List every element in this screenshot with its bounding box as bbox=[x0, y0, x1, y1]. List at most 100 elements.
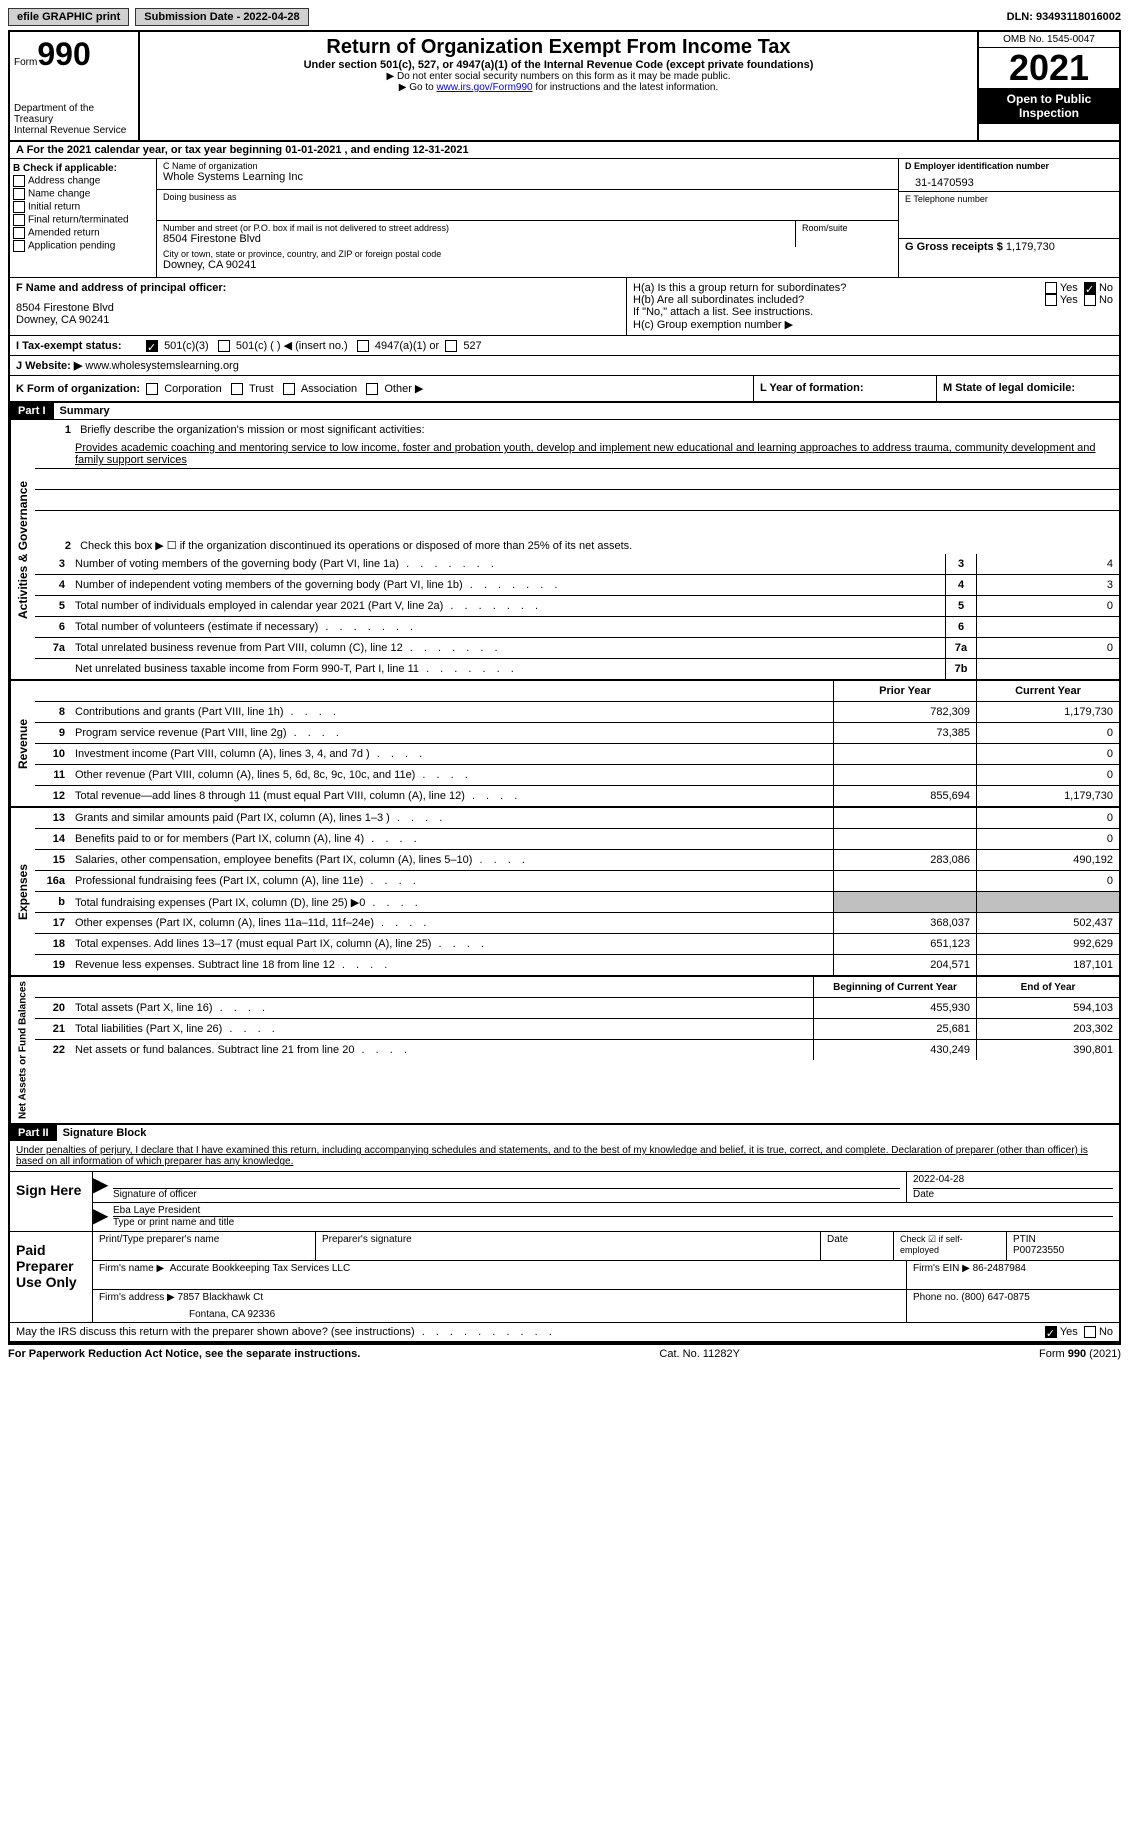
label-dba: Doing business as bbox=[163, 192, 892, 202]
money-line: 15Salaries, other compensation, employee… bbox=[35, 850, 1119, 871]
sig-date-label: Date bbox=[913, 1189, 934, 1200]
summary-line: Net unrelated business taxable income fr… bbox=[35, 659, 1119, 679]
chk-corp[interactable] bbox=[146, 383, 158, 395]
mission-text: Provides academic coaching and mentoring… bbox=[35, 440, 1119, 469]
i-label: I Tax-exempt status: bbox=[16, 340, 146, 352]
discuss-yes[interactable]: ✓ bbox=[1045, 1326, 1057, 1338]
chk-501c[interactable] bbox=[218, 340, 230, 352]
part1-header: Part I Summary bbox=[8, 403, 1121, 420]
chk-527[interactable] bbox=[445, 340, 457, 352]
block-i: I Tax-exempt status: ✓ 501(c)(3) 501(c) … bbox=[8, 336, 1121, 356]
firm-ein: 86-2487984 bbox=[973, 1263, 1026, 1274]
tab-expenses: Expenses bbox=[10, 808, 35, 975]
label-ein: D Employer identification number bbox=[905, 161, 1113, 171]
officer-type-label: Type or print name and title bbox=[113, 1217, 234, 1228]
beg-hdr: Beginning of Current Year bbox=[813, 977, 976, 997]
form-subtitle: Under section 501(c), 527, or 4947(a)(1)… bbox=[150, 59, 967, 71]
prep-sig-label: Preparer's signature bbox=[322, 1234, 412, 1245]
chk-other[interactable] bbox=[366, 383, 378, 395]
block-bcd: B Check if applicable: Address change Na… bbox=[8, 159, 1121, 278]
chk-address[interactable]: Address change bbox=[13, 175, 153, 187]
tax-year: 2021 bbox=[979, 48, 1119, 88]
efile-btn[interactable]: efile GRAPHIC print bbox=[8, 8, 129, 26]
prior-year-hdr: Prior Year bbox=[833, 681, 976, 701]
money-line: 17Other expenses (Part IX, column (A), l… bbox=[35, 913, 1119, 934]
phone-value: (800) 647-0875 bbox=[961, 1292, 1029, 1303]
prep-date-label: Date bbox=[827, 1234, 848, 1245]
block-fh: F Name and address of principal officer:… bbox=[8, 278, 1121, 336]
hb-yes[interactable] bbox=[1045, 294, 1057, 306]
j-label: J Website: ▶ bbox=[16, 359, 82, 372]
ha-no[interactable]: ✓ bbox=[1084, 282, 1096, 294]
paid-prep-label: Paid Preparer Use Only bbox=[10, 1232, 93, 1322]
ein: 31-1470593 bbox=[905, 171, 1113, 189]
hb-no[interactable] bbox=[1084, 294, 1096, 306]
label-f: F Name and address of principal officer: bbox=[16, 282, 620, 294]
money-line: 10Investment income (Part VIII, column (… bbox=[35, 744, 1119, 765]
money-line: 11Other revenue (Part VIII, column (A), … bbox=[35, 765, 1119, 786]
firm-name-label: Firm's name ▶ bbox=[99, 1263, 164, 1274]
chk-4947[interactable] bbox=[357, 340, 369, 352]
money-line: bTotal fundraising expenses (Part IX, co… bbox=[35, 892, 1119, 913]
chk-amended[interactable]: Amended return bbox=[13, 227, 153, 239]
firm-ein-label: Firm's EIN ▶ bbox=[913, 1263, 970, 1274]
irs-label: Internal Revenue Service bbox=[14, 125, 134, 136]
chk-app[interactable]: Application pending bbox=[13, 240, 153, 252]
header-note1: ▶ Do not enter social security numbers o… bbox=[150, 71, 967, 82]
officer-addr1: 8504 Firestone Blvd bbox=[16, 302, 620, 314]
chk-initial[interactable]: Initial return bbox=[13, 201, 153, 213]
summary-line: 5Total number of individuals employed in… bbox=[35, 596, 1119, 617]
label-room: Room/suite bbox=[802, 223, 892, 233]
header-note2: ▶ Go to www.irs.gov/Form990 for instruct… bbox=[150, 82, 967, 93]
firm-addr-label: Firm's address ▶ bbox=[99, 1292, 175, 1303]
form-word: Form bbox=[14, 57, 37, 68]
website: www.wholesystemslearning.org bbox=[85, 360, 238, 372]
top-bar: efile GRAPHIC print Submission Date - 20… bbox=[8, 8, 1121, 26]
form-title: Return of Organization Exempt From Incom… bbox=[150, 36, 967, 59]
street: 8504 Firestone Blvd bbox=[163, 233, 789, 245]
block-b-title: B Check if applicable: bbox=[13, 163, 153, 174]
chk-trust[interactable] bbox=[231, 383, 243, 395]
chk-501c3[interactable]: ✓ bbox=[146, 340, 158, 352]
money-line: 22Net assets or fund balances. Subtract … bbox=[35, 1040, 1119, 1060]
part1-activities: Activities & Governance 1 Briefly descri… bbox=[8, 420, 1121, 681]
k-label: K Form of organization: bbox=[16, 383, 140, 395]
form-header: Form990 Department of the Treasury Inter… bbox=[8, 30, 1121, 142]
prep-name-label: Print/Type preparer's name bbox=[99, 1234, 219, 1245]
money-line: 8Contributions and grants (Part VIII, li… bbox=[35, 702, 1119, 723]
officer-addr2: Downey, CA 90241 bbox=[16, 314, 620, 326]
chk-final[interactable]: Final return/terminated bbox=[13, 214, 153, 226]
money-line: 13Grants and similar amounts paid (Part … bbox=[35, 808, 1119, 829]
ptin-label: PTIN bbox=[1013, 1234, 1113, 1245]
money-line: 9Program service revenue (Part VIII, lin… bbox=[35, 723, 1119, 744]
part1-tag: Part I bbox=[10, 403, 54, 419]
money-line: 12Total revenue—add lines 8 through 11 (… bbox=[35, 786, 1119, 806]
l-label: L Year of formation: bbox=[760, 382, 864, 394]
city: Downey, CA 90241 bbox=[163, 259, 892, 271]
phone-label: Phone no. bbox=[913, 1292, 959, 1303]
summary-line: 3Number of voting members of the governi… bbox=[35, 554, 1119, 575]
ha-yes[interactable] bbox=[1045, 282, 1057, 294]
discuss-label: May the IRS discuss this return with the… bbox=[16, 1326, 415, 1338]
discuss-no[interactable] bbox=[1084, 1326, 1096, 1338]
sign-here-label: Sign Here bbox=[10, 1172, 93, 1231]
tab-activities: Activities & Governance bbox=[10, 420, 35, 679]
label-city: City or town, state or province, country… bbox=[163, 249, 892, 259]
dln-text: DLN: 93493118016002 bbox=[1007, 11, 1121, 23]
summary-line: 7aTotal unrelated business revenue from … bbox=[35, 638, 1119, 659]
block-j: J Website: ▶ www.wholesystemslearning.or… bbox=[8, 356, 1121, 376]
form-number: 990 bbox=[37, 36, 90, 72]
part1-expenses: Expenses 13Grants and similar amounts pa… bbox=[8, 808, 1121, 977]
chk-assoc[interactable] bbox=[283, 383, 295, 395]
irs-link[interactable]: www.irs.gov/Form990 bbox=[436, 82, 532, 93]
part2-tag: Part II bbox=[10, 1125, 57, 1141]
m-label: M State of legal domicile: bbox=[943, 382, 1075, 394]
chk-name[interactable]: Name change bbox=[13, 188, 153, 200]
submission-btn[interactable]: Submission Date - 2022-04-28 bbox=[135, 8, 308, 26]
firm-name: Accurate Bookkeeping Tax Services LLC bbox=[170, 1263, 350, 1274]
omb-number: OMB No. 1545-0047 bbox=[979, 32, 1119, 48]
part2-header: Part II Signature Block bbox=[8, 1125, 1121, 1141]
money-line: 21Total liabilities (Part X, line 26) . … bbox=[35, 1019, 1119, 1040]
footer-right: Form 990 (2021) bbox=[1039, 1348, 1121, 1360]
label-phone: E Telephone number bbox=[905, 194, 1113, 204]
